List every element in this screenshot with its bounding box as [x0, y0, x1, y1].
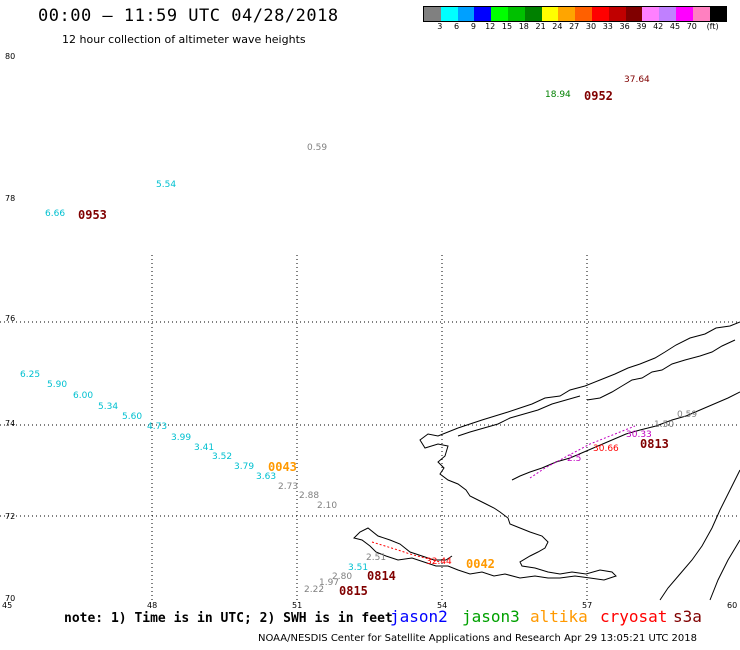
- colorbar-label: 6: [454, 22, 460, 31]
- colorbar-cell: [692, 7, 710, 21]
- wave-height-obs: 2.22: [304, 585, 325, 595]
- wave-height-obs: 4.73: [147, 422, 168, 432]
- colorbar-label: 30: [585, 22, 597, 31]
- wave-height-obs: 1.97: [319, 578, 340, 588]
- colorbar-label: 39: [636, 22, 647, 31]
- page-title: 00:00 – 11:59 UTC 04/28/2018: [38, 6, 339, 26]
- wave-height-obs: 2.10: [317, 501, 338, 511]
- colorbar-label: 3: [437, 22, 443, 31]
- colorbar-cell: [491, 7, 508, 21]
- footer-credit: NOAA/NESDIS Center for Satellite Applica…: [258, 633, 697, 644]
- wave-height-obs: 5.34: [98, 402, 119, 412]
- colorbar-label: 33: [602, 22, 613, 31]
- wave-height-colorbar: [423, 6, 728, 22]
- colorbar-cell: [424, 7, 441, 21]
- legend-jason2: jason2: [390, 607, 448, 626]
- colorbar-cell: [659, 7, 676, 21]
- colorbar-cell: [591, 7, 609, 21]
- lat-label: 74: [5, 419, 16, 428]
- colorbar-label: 24: [552, 22, 563, 31]
- wave-height-obs: 3.99: [171, 433, 192, 443]
- wave-height-obs: 3.41: [194, 443, 215, 453]
- lat-label: 76: [5, 314, 16, 323]
- colorbar-label: 9: [470, 22, 476, 31]
- coastline: [353, 321, 740, 601]
- units-note: note: 1) Time is in UTC; 2) SWH is in fe…: [64, 611, 393, 626]
- lat-label: 70: [5, 594, 16, 603]
- wave-height-obs: 5.90: [47, 380, 68, 390]
- colorbar-label: 12: [485, 22, 496, 31]
- colorbar-cell: [575, 7, 592, 21]
- colorbar-cell: [642, 7, 660, 21]
- wave-height-obs: 5.60: [122, 412, 143, 422]
- colorbar-label: 15: [501, 22, 513, 31]
- wave-height-obs: 32.44: [426, 557, 452, 567]
- colorbar-cell: [457, 7, 475, 21]
- grid-lines: [0, 255, 740, 600]
- lon-label: 48: [147, 601, 158, 610]
- colorbar-label: 27: [569, 22, 580, 31]
- colorbar-cell: [524, 7, 542, 21]
- colorbar-label: 45: [669, 22, 681, 31]
- wave-height-obs: 2.88: [299, 491, 320, 501]
- wave-height-obs: 3.52: [212, 452, 233, 462]
- wave-height-obs: 0.59: [677, 410, 698, 420]
- colorbar-cell: [625, 7, 643, 21]
- pass-time-label: 0815: [339, 584, 368, 598]
- colorbar-cell: [440, 7, 458, 21]
- track-markers: [371, 425, 636, 563]
- lon-label: 45: [2, 601, 13, 610]
- wave-height-obs: 3.63: [256, 472, 277, 482]
- pass-time-label: 0043: [268, 460, 297, 474]
- colorbar-label: 36: [619, 22, 630, 31]
- colorbar-cell: [541, 7, 559, 21]
- wave-height-obs: 18.94: [545, 90, 571, 100]
- colorbar-label: 21: [535, 22, 546, 31]
- pass-time-label: 0814: [367, 569, 396, 583]
- lat-label: 80: [5, 52, 16, 61]
- colorbar-cell: [675, 7, 693, 21]
- colorbar-cell: [608, 7, 626, 21]
- wave-height-obs: 3.51: [348, 563, 369, 573]
- wave-height-obs: 30.66: [593, 444, 619, 454]
- wave-height-obs: 6.00: [73, 391, 94, 401]
- wave-height-obs: 2.73: [278, 482, 299, 492]
- colorbar-label: (ft): [706, 22, 719, 31]
- colorbar-cell: [558, 7, 576, 21]
- wave-height-obs: 30.33: [626, 430, 652, 440]
- lon-label: 54: [437, 601, 448, 610]
- pass-time-label: 0813: [640, 437, 669, 451]
- colorbar-label: 42: [653, 22, 664, 31]
- lat-label: 78: [5, 194, 16, 203]
- wave-height-obs: 37.64: [624, 75, 650, 85]
- wave-height-obs: 5.54: [156, 180, 177, 190]
- colorbar-cell: [507, 7, 525, 21]
- wave-height-obs: 1.50: [654, 420, 675, 430]
- lon-label: 60: [727, 601, 738, 610]
- wave-height-obs: 6.66: [45, 209, 66, 219]
- lon-label: 57: [582, 601, 593, 610]
- colorbar-label: 18: [518, 22, 529, 31]
- lat-label: 72: [5, 512, 16, 521]
- colorbar-cell: [709, 7, 727, 21]
- legend-altika: altika: [530, 607, 588, 626]
- page-subtitle: 12 hour collection of altimeter wave hei…: [62, 33, 306, 46]
- pass-time-label: 0952: [584, 89, 613, 103]
- legend-cryosat: cryosat: [600, 607, 668, 626]
- wave-height-obs: 2.80: [332, 572, 353, 582]
- wave-height-obs: 2.51: [366, 553, 387, 563]
- colorbar-labels: 3 6 9 12 15 18 21 24 27 30 33 36 39 42 45 70 (ft): [423, 22, 740, 34]
- lon-label: 51: [292, 601, 303, 610]
- wave-height-obs: 6.25: [20, 370, 41, 380]
- legend-s3a: s3a: [673, 607, 702, 626]
- legend-jason3: jason3: [462, 607, 520, 626]
- wave-height-obs: 2.5: [567, 454, 582, 464]
- colorbar-cell: [474, 7, 492, 21]
- wave-height-obs: 0.59: [307, 143, 328, 153]
- pass-time-label: 0042: [466, 557, 495, 571]
- colorbar-label: 70: [686, 22, 697, 31]
- pass-time-label: 0953: [78, 208, 107, 222]
- wave-height-obs: 3.79: [234, 462, 255, 472]
